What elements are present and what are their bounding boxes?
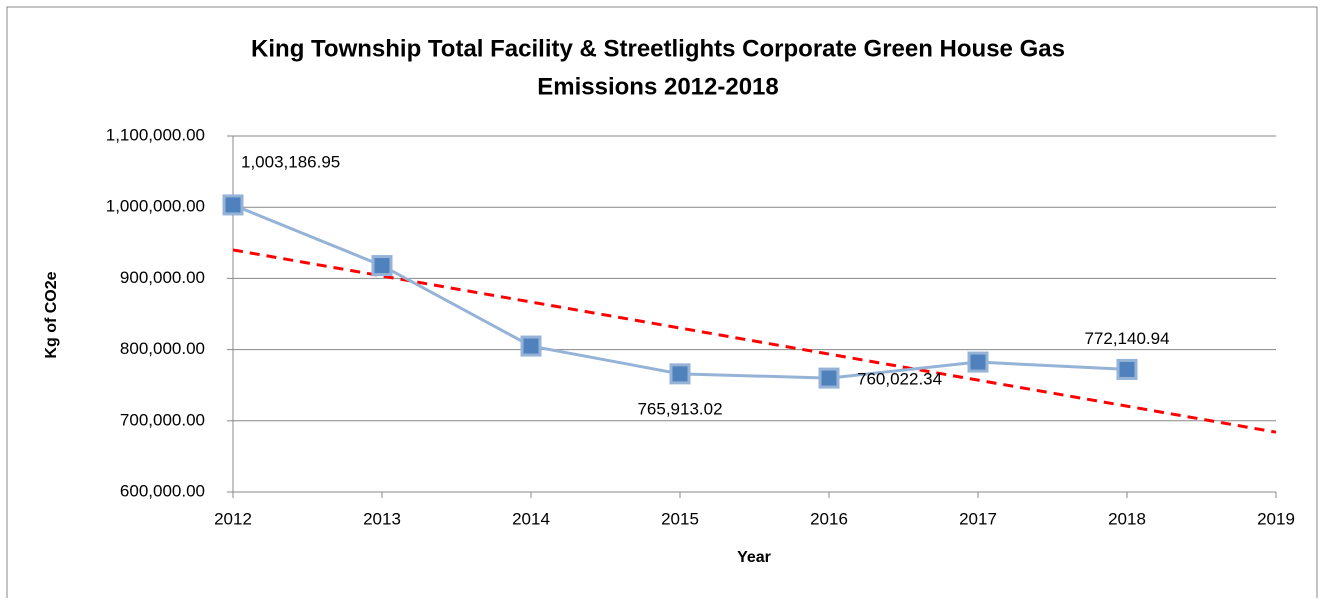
y-tick-label: 800,000.00 bbox=[120, 339, 205, 358]
y-tick-label: 1,100,000.00 bbox=[106, 125, 205, 144]
y-tick-label: 900,000.00 bbox=[120, 268, 205, 287]
x-axis-label: Year bbox=[737, 549, 771, 566]
marker bbox=[1116, 358, 1138, 380]
x-tick-label: 2019 bbox=[1257, 509, 1295, 528]
x-tick-label: 2017 bbox=[959, 509, 997, 528]
x-tick-label: 2013 bbox=[363, 509, 401, 528]
x-tick-label: 2014 bbox=[512, 509, 550, 528]
data-label: 1,003,186.95 bbox=[241, 152, 340, 171]
data-label: 760,022.34 bbox=[857, 370, 942, 389]
marker bbox=[669, 363, 691, 385]
marker bbox=[967, 351, 989, 373]
chart-subtitle: Emissions 2012-2018 bbox=[537, 73, 779, 100]
marker bbox=[222, 194, 244, 216]
x-tick-label: 2018 bbox=[1108, 509, 1146, 528]
x-tick-label: 2016 bbox=[810, 509, 848, 528]
chart-border bbox=[6, 6, 1318, 603]
marker bbox=[818, 367, 840, 389]
chart-title: King Township Total Facility & Streetlig… bbox=[251, 35, 1065, 62]
x-tick-label: 2015 bbox=[661, 509, 699, 528]
data-label: 765,913.02 bbox=[637, 399, 722, 418]
y-tick-label: 600,000.00 bbox=[120, 481, 205, 500]
marker bbox=[520, 335, 542, 357]
data-label: 772,140.94 bbox=[1084, 329, 1169, 348]
y-axis-label: Kg of CO2e bbox=[43, 271, 60, 358]
y-tick-label: 1,000,000.00 bbox=[106, 197, 205, 216]
x-tick-label: 2012 bbox=[214, 509, 252, 528]
marker bbox=[371, 255, 393, 277]
y-tick-label: 700,000.00 bbox=[120, 410, 205, 429]
